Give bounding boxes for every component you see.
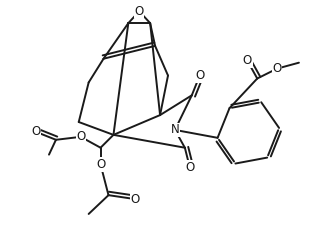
Text: O: O — [96, 158, 105, 171]
Text: O: O — [195, 69, 204, 82]
Text: N: N — [171, 123, 179, 136]
Text: O: O — [32, 125, 41, 138]
Text: O: O — [243, 54, 252, 67]
Text: O: O — [185, 161, 195, 174]
Text: O: O — [131, 193, 140, 206]
Text: O: O — [135, 5, 144, 18]
Text: O: O — [272, 62, 282, 75]
Text: O: O — [76, 130, 85, 143]
